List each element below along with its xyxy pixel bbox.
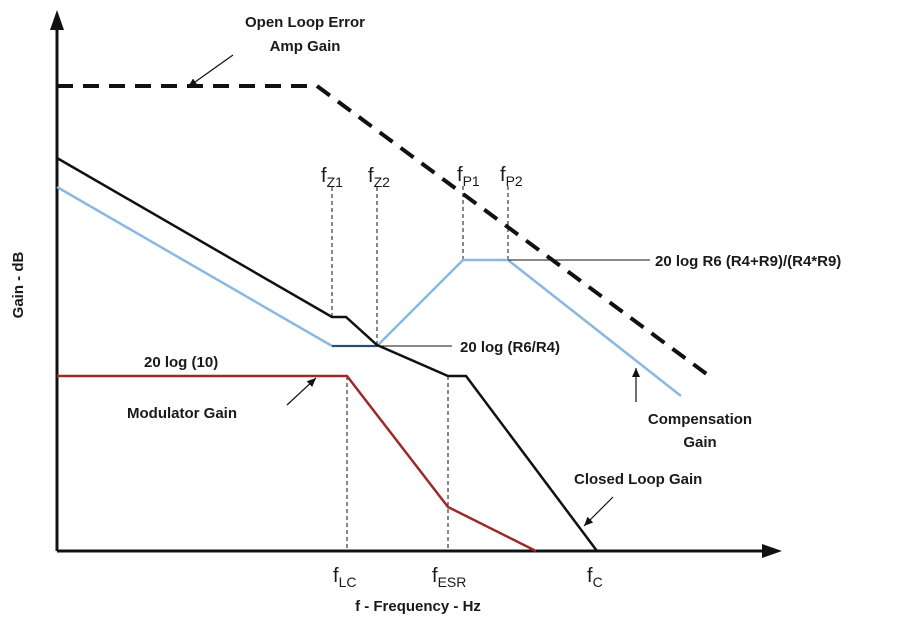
modulator-gain-curve bbox=[57, 374, 537, 553]
x-axis-label: f - Frequency - Hz bbox=[355, 598, 481, 615]
open-loop-label-line1: Open Loop Error bbox=[245, 14, 365, 31]
gain-20log10-label: 20 log (10) bbox=[144, 354, 218, 371]
flc-label: fLC bbox=[333, 565, 356, 590]
closed-loop-leader bbox=[583, 496, 614, 527]
compensation-gain-curve bbox=[56, 185, 682, 397]
fp2-label: fP2 bbox=[500, 164, 523, 189]
compensation-label-line2: Gain bbox=[683, 434, 716, 451]
closed-loop-gain-label: Closed Loop Gain bbox=[574, 471, 702, 488]
fz1-label: fZ1 bbox=[321, 165, 343, 190]
fc-label: fC bbox=[587, 565, 603, 590]
fp1-label: fP1 bbox=[457, 164, 480, 189]
gain-r6-r4r9-label: 20 log R6 (R4+R9)/(R4*R9) bbox=[655, 253, 841, 270]
open-loop-leader bbox=[187, 54, 234, 88]
fz2-label: fZ2 bbox=[368, 165, 390, 190]
compensation-label-line1: Compensation bbox=[648, 411, 752, 428]
gain-r6-r4-label: 20 log (R6/R4) bbox=[460, 339, 560, 356]
modulator-gain-label: Modulator Gain bbox=[127, 405, 237, 422]
open-loop-gain-curve bbox=[57, 84, 714, 380]
y-axis-arrowhead bbox=[50, 10, 64, 30]
closed-loop-gain-curve bbox=[56, 156, 599, 552]
open-loop-label-line2: Amp Gain bbox=[270, 38, 341, 55]
modulator-leader bbox=[286, 377, 317, 406]
fesr-label: fESR bbox=[432, 565, 466, 590]
x-axis-arrowhead bbox=[762, 544, 782, 558]
y-axis-label: Gain - dB bbox=[10, 252, 27, 319]
